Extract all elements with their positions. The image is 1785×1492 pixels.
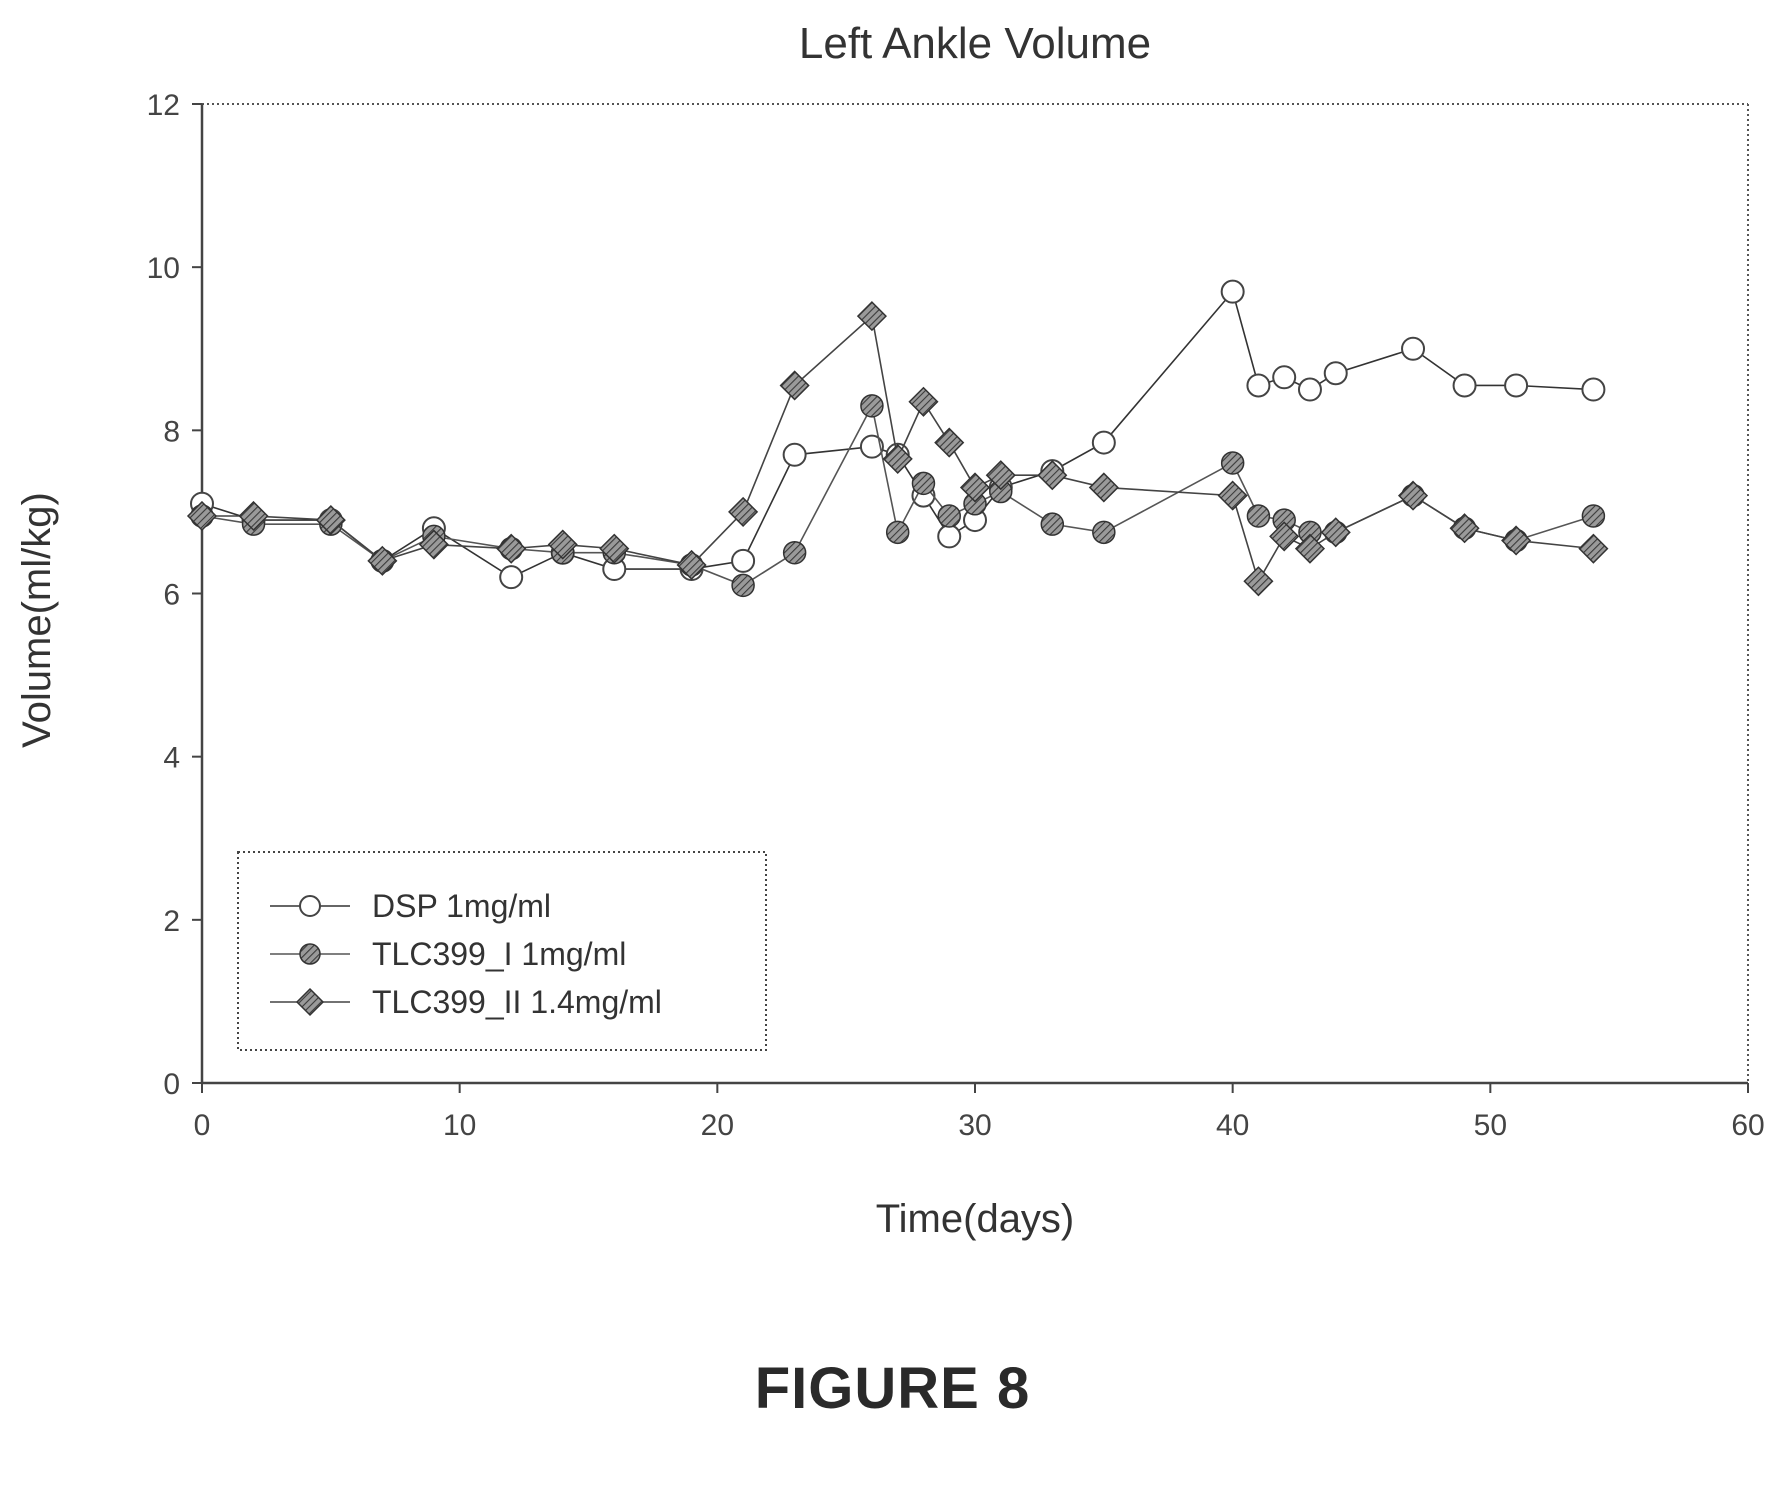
y-axis: 0 2 4 6 8 10 12 bbox=[147, 89, 202, 1101]
series-3-point bbox=[985, 460, 1016, 491]
series-3-point bbox=[315, 505, 346, 536]
series-1-point bbox=[1504, 373, 1529, 398]
legend: DSP 1mg/ml TLC399_I 1mg/ml TLC399_II 1.4mg… bbox=[237, 851, 767, 1051]
series-2 bbox=[190, 394, 1606, 598]
series-3-point bbox=[959, 472, 991, 503]
series-2-point bbox=[1040, 512, 1065, 536]
series-1-point bbox=[499, 565, 524, 590]
series-3-point bbox=[1501, 525, 1532, 556]
legend-label: DSP 1mg/ml bbox=[372, 888, 551, 924]
series-2-point bbox=[782, 540, 807, 565]
x-axis-label: Time(days) bbox=[876, 1197, 1075, 1241]
series-3-point bbox=[856, 301, 887, 332]
series-1-point bbox=[1091, 430, 1116, 455]
series-3-point bbox=[496, 533, 527, 564]
x-tick-label: 20 bbox=[701, 1109, 734, 1142]
x-tick-label: 60 bbox=[1731, 1109, 1764, 1142]
x-tick-label: 10 bbox=[443, 1109, 476, 1142]
series-3 bbox=[186, 301, 1609, 597]
series-1-point bbox=[937, 524, 962, 549]
series-1-point bbox=[1323, 361, 1348, 386]
y-tick-label: 12 bbox=[147, 89, 180, 122]
x-tick-label: 40 bbox=[1216, 1109, 1249, 1142]
series-3-point bbox=[599, 533, 630, 564]
series-3-point bbox=[882, 443, 913, 474]
y-tick-label: 8 bbox=[163, 415, 180, 448]
series-3-point bbox=[1578, 533, 1609, 564]
y-tick-label: 6 bbox=[163, 579, 180, 612]
y-tick-label: 4 bbox=[163, 742, 180, 775]
series-3-point bbox=[1449, 513, 1480, 544]
series-1-point bbox=[731, 548, 756, 573]
legend-label: TLC399_I 1mg/ml bbox=[372, 936, 626, 972]
series-2-point bbox=[1220, 451, 1245, 475]
x-tick-label: 50 bbox=[1474, 1109, 1507, 1142]
series-2-point bbox=[1246, 504, 1271, 528]
series-3-point bbox=[1397, 480, 1429, 511]
series-3-point bbox=[186, 500, 218, 532]
series-3-line bbox=[202, 314, 1594, 584]
figure-caption: FIGURE 8 bbox=[754, 1356, 1031, 1421]
series-3-point bbox=[779, 370, 810, 401]
series-2-point bbox=[1092, 520, 1116, 545]
series-1-point bbox=[859, 434, 884, 459]
series-3-point bbox=[1243, 566, 1274, 597]
series-1-point bbox=[1297, 377, 1322, 402]
y-tick-label: 10 bbox=[147, 252, 180, 285]
series-1-point bbox=[1581, 377, 1606, 402]
chart-title: Left Ankle Volume bbox=[799, 19, 1151, 68]
y-tick-label: 0 bbox=[163, 1068, 180, 1101]
series-3-point bbox=[1088, 472, 1119, 503]
legend-item: TLC399_I 1mg/ml bbox=[270, 936, 626, 972]
series-1-point bbox=[1401, 336, 1426, 361]
x-tick-label: 30 bbox=[958, 1109, 991, 1142]
series-3-point bbox=[934, 427, 965, 458]
series-3-point bbox=[1037, 460, 1068, 491]
series-3-point bbox=[367, 545, 398, 576]
legend-marker bbox=[299, 895, 321, 917]
series-1-point bbox=[1220, 279, 1245, 304]
series-1-point bbox=[1246, 373, 1271, 398]
series-3-point bbox=[728, 496, 759, 527]
series-1-line bbox=[201, 289, 1594, 579]
legend-marker bbox=[295, 987, 325, 1017]
x-tick-label: 0 bbox=[194, 1109, 211, 1142]
series-3-point bbox=[1269, 521, 1300, 552]
series-2-point bbox=[885, 520, 910, 545]
series-1-point bbox=[1452, 373, 1477, 398]
series-1-point bbox=[782, 442, 807, 467]
legend-label: TLC399_II 1.4mg/ml bbox=[372, 984, 662, 1020]
y-axis-label: Volume(ml/kg) bbox=[15, 492, 59, 748]
series-3-point bbox=[238, 500, 269, 532]
series-2-line bbox=[201, 403, 1594, 587]
series-3-point bbox=[676, 549, 707, 581]
series-2-point bbox=[860, 394, 884, 418]
series-3-point bbox=[418, 529, 449, 560]
series-layer bbox=[186, 279, 1609, 598]
y-tick-label: 2 bbox=[163, 905, 180, 938]
series-3-point bbox=[1320, 517, 1351, 548]
legend-box bbox=[237, 851, 767, 1051]
series-3-point bbox=[1294, 533, 1326, 564]
legend-item: DSP 1mg/ml bbox=[270, 888, 551, 924]
legend-marker bbox=[299, 943, 321, 965]
series-2-point bbox=[1581, 504, 1606, 528]
series-2-point bbox=[731, 573, 755, 598]
series-3-point bbox=[547, 529, 578, 560]
legend-item: TLC399_II 1.4mg/ml bbox=[270, 984, 662, 1020]
series-2-point bbox=[911, 471, 936, 496]
series-3-point bbox=[908, 386, 939, 417]
series-1-point bbox=[1272, 365, 1297, 390]
series-2-point bbox=[937, 504, 961, 528]
series-3-point bbox=[1217, 480, 1248, 511]
x-axis: 0 10 20 30 40 50 60 bbox=[194, 1083, 1765, 1142]
